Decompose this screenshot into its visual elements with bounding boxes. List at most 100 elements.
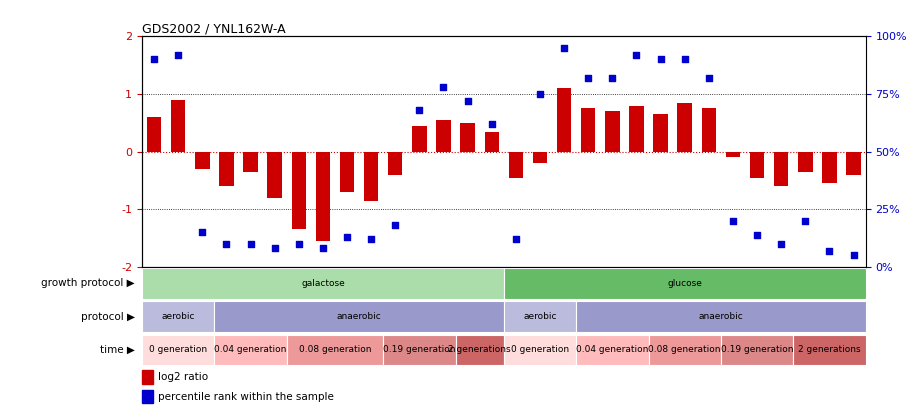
FancyBboxPatch shape (383, 335, 455, 365)
Point (629, 52, 644, 58)
Bar (605, 111, 619, 152)
Bar (195, 152, 210, 169)
Text: 2 generations: 2 generations (798, 345, 861, 354)
Bar (436, 120, 451, 152)
Text: anaerobic: anaerobic (337, 312, 381, 321)
FancyBboxPatch shape (214, 301, 504, 332)
Point (677, 56, 692, 63)
Point (725, 217, 740, 224)
FancyBboxPatch shape (721, 335, 793, 365)
Bar (581, 109, 595, 152)
Text: GDS2002 / YNL162W-A: GDS2002 / YNL162W-A (142, 22, 286, 35)
Bar (340, 152, 354, 192)
Text: protocol ▶: protocol ▶ (81, 312, 135, 322)
Point (460, 98, 474, 104)
Text: 0.04 generation: 0.04 generation (576, 345, 649, 354)
FancyBboxPatch shape (504, 301, 576, 332)
Point (822, 247, 836, 254)
Text: 0.19 generation: 0.19 generation (721, 345, 793, 354)
FancyBboxPatch shape (142, 335, 214, 365)
Text: 0 generation: 0 generation (511, 345, 569, 354)
FancyBboxPatch shape (576, 301, 866, 332)
Bar (508, 152, 523, 178)
Point (147, 56, 161, 63)
Text: glucose: glucose (667, 279, 703, 288)
Text: galactose: galactose (301, 279, 344, 288)
Bar (219, 152, 234, 186)
Point (412, 107, 427, 113)
FancyBboxPatch shape (287, 335, 383, 365)
Point (532, 91, 547, 97)
Point (508, 236, 523, 243)
Point (653, 56, 668, 63)
Point (340, 234, 354, 240)
Text: percentile rank within the sample: percentile rank within the sample (158, 392, 333, 401)
Point (170, 52, 185, 58)
Bar (244, 152, 257, 172)
Point (702, 75, 716, 81)
FancyBboxPatch shape (142, 301, 214, 332)
Point (436, 84, 451, 90)
Bar (533, 152, 547, 163)
Bar (702, 109, 716, 152)
Bar (388, 152, 402, 175)
Text: time ▶: time ▶ (100, 345, 135, 355)
Text: anaerobic: anaerobic (699, 312, 743, 321)
Bar (823, 152, 836, 183)
FancyBboxPatch shape (455, 335, 504, 365)
Text: aerobic: aerobic (523, 312, 557, 321)
Point (315, 245, 330, 252)
FancyBboxPatch shape (142, 268, 504, 299)
Point (798, 217, 812, 224)
Text: aerobic: aerobic (161, 312, 195, 321)
Bar (557, 88, 572, 152)
Point (219, 241, 234, 247)
Text: 0.08 generation: 0.08 generation (299, 345, 371, 354)
Text: log2 ratio: log2 ratio (158, 372, 208, 382)
FancyBboxPatch shape (793, 335, 866, 365)
Point (291, 241, 306, 247)
Bar (653, 114, 668, 152)
Text: 0 generation: 0 generation (149, 345, 207, 354)
Point (195, 229, 210, 236)
Text: 2 generations: 2 generations (448, 345, 511, 354)
Point (774, 241, 789, 247)
Bar (774, 152, 789, 186)
Bar (147, 117, 161, 152)
Bar (291, 152, 306, 230)
Bar (846, 152, 861, 175)
Bar (485, 132, 499, 152)
Bar (316, 152, 330, 241)
Point (557, 45, 572, 51)
Text: 0.19 generation: 0.19 generation (383, 345, 455, 354)
Point (749, 231, 764, 238)
Text: 0.04 generation: 0.04 generation (214, 345, 287, 354)
Bar (171, 100, 185, 152)
Bar (412, 126, 427, 152)
Text: 0.08 generation: 0.08 generation (649, 345, 721, 354)
Point (387, 222, 402, 229)
FancyBboxPatch shape (214, 335, 287, 365)
FancyBboxPatch shape (576, 335, 649, 365)
Point (267, 245, 282, 252)
Point (581, 75, 595, 81)
Bar (142, 390, 153, 403)
FancyBboxPatch shape (504, 268, 866, 299)
Text: growth protocol ▶: growth protocol ▶ (41, 279, 135, 288)
Bar (678, 103, 692, 152)
Bar (142, 370, 153, 384)
Bar (725, 152, 740, 158)
FancyBboxPatch shape (649, 335, 721, 365)
Bar (798, 152, 812, 172)
Point (485, 121, 499, 127)
Bar (461, 123, 474, 152)
Bar (364, 152, 378, 200)
Point (364, 236, 378, 243)
Bar (750, 152, 764, 178)
Point (846, 252, 861, 259)
Point (243, 241, 257, 247)
Bar (629, 106, 644, 152)
Bar (267, 152, 282, 198)
Point (605, 75, 619, 81)
FancyBboxPatch shape (504, 335, 576, 365)
